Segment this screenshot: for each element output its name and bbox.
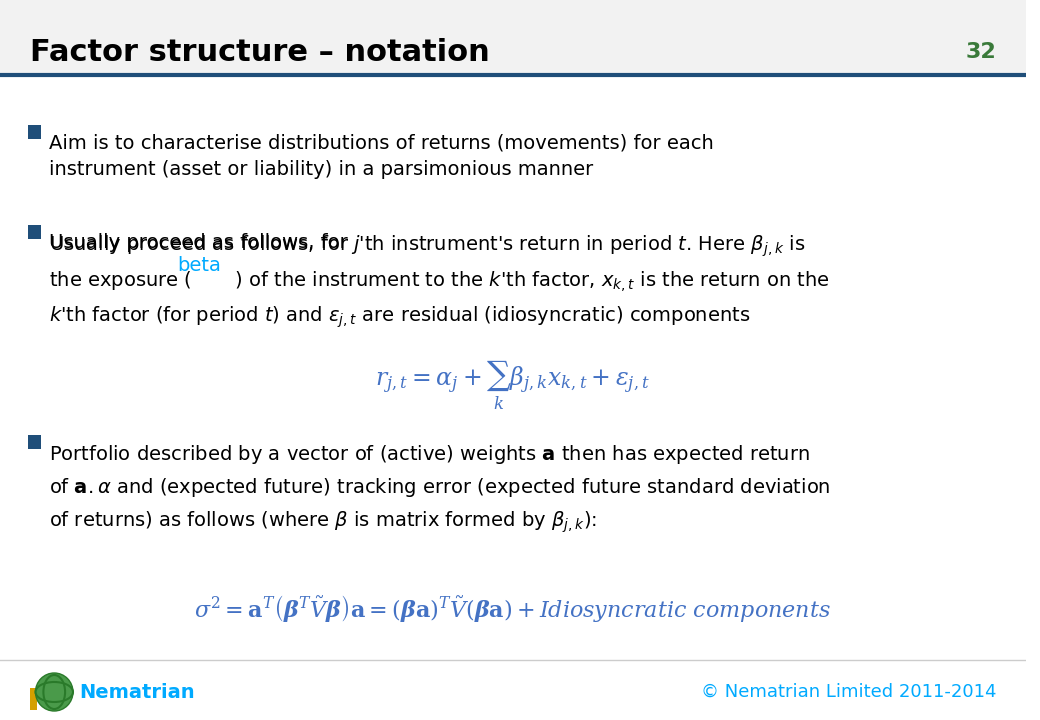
- Text: Aim is to characterise distributions of returns (movements) for each
instrument : Aim is to characterise distributions of …: [49, 133, 714, 179]
- FancyBboxPatch shape: [28, 435, 42, 449]
- FancyBboxPatch shape: [29, 688, 37, 710]
- Text: © Nematrian Limited 2011-2014: © Nematrian Limited 2011-2014: [701, 683, 996, 701]
- Text: Factor structure – notation: Factor structure – notation: [29, 37, 490, 66]
- Text: Portfolio described by a vector of (active) weights $\mathbf{a}$ then has expect: Portfolio described by a vector of (acti…: [49, 443, 831, 535]
- FancyBboxPatch shape: [28, 125, 42, 139]
- Text: 32: 32: [965, 42, 996, 62]
- Ellipse shape: [35, 673, 73, 711]
- FancyBboxPatch shape: [28, 225, 42, 239]
- Text: Nematrian: Nematrian: [79, 683, 194, 701]
- FancyBboxPatch shape: [0, 0, 1025, 75]
- Text: beta: beta: [178, 256, 222, 274]
- Text: Usually proceed as follows, for $j$'th instrument's return in period $t$. Here $: Usually proceed as follows, for $j$'th i…: [49, 233, 830, 330]
- Text: $\sigma^2 = \mathbf{a}^T \left( \boldsymbol{\beta}^T \tilde{V} \boldsymbol{\beta: $\sigma^2 = \mathbf{a}^T \left( \boldsym…: [194, 593, 831, 624]
- Text: $r_{j,t} = \alpha_j + \sum_k \beta_{j,k} x_{k,t} + \varepsilon_{j,t}$: $r_{j,t} = \alpha_j + \sum_k \beta_{j,k}…: [375, 359, 650, 412]
- Text: Usually proceed as follows, for: Usually proceed as follows, for: [49, 233, 355, 252]
